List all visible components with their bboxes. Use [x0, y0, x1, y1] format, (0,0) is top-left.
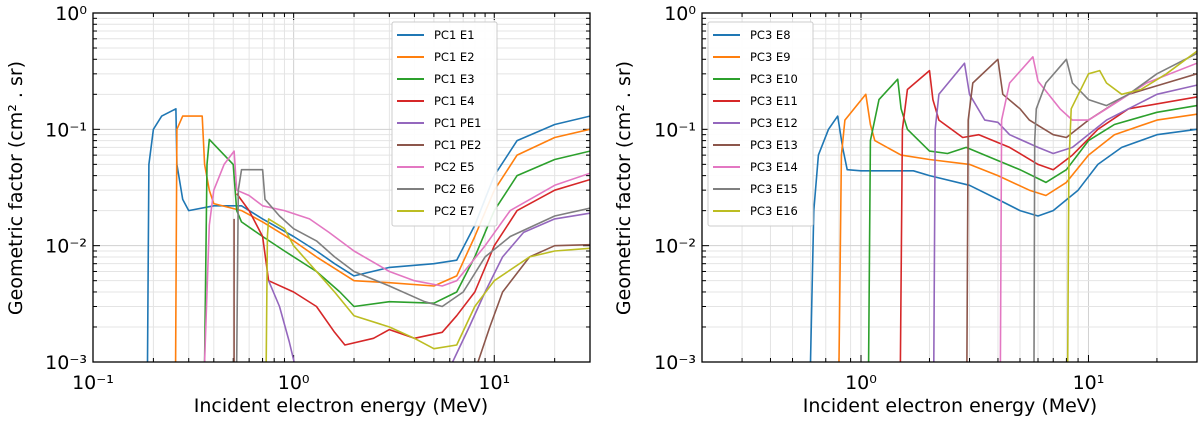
- left-y-axis-label: Geometric factor (cm² . sr): [5, 61, 27, 315]
- right-legend-label: PC3 E14: [750, 160, 798, 174]
- left-legend-label: PC2 E6: [434, 182, 475, 196]
- right-series-pc3-e16: [1066, 50, 1197, 362]
- left-x-tick-label: 10¹: [478, 372, 510, 394]
- right-series-group: [809, 50, 1197, 362]
- right-series-pc3-e9: [838, 93, 1197, 362]
- right-legend-label: PC3 E8: [750, 28, 791, 42]
- right-legend-label: PC3 E9: [750, 50, 791, 64]
- right-legend-box: [707, 21, 814, 227]
- right-y-tick-label: 10⁻²: [654, 236, 696, 258]
- right-x-axis-label: Incident electron energy (MeV): [803, 395, 1097, 417]
- right-legend: PC3 E8 PC3 E9 PC3 E10 PC3 E11 PC3 E12 PC3 E13…: [707, 21, 814, 227]
- left-series-pc1-pe2: [233, 218, 590, 362]
- left-legend-label: PC1 PE1: [434, 116, 481, 130]
- left-legend-label: PC1 E3: [434, 72, 475, 86]
- left-series-pc2-e6: [235, 168, 590, 362]
- left-series-pc2-e5: [203, 150, 590, 362]
- right-series-pc3-e11: [899, 69, 1197, 362]
- left-y-tick-label: 10⁻³: [45, 352, 87, 374]
- right-x-tick-label: 10¹: [1073, 372, 1105, 394]
- left-plot-frame: [92, 12, 591, 363]
- left-legend: PC1 E1 PC1 E2 PC1 E3 PC1 E4 PC1 PE1 PC1 PE2 PC…: [391, 21, 498, 227]
- right-y-tick-label: 10⁻³: [654, 352, 696, 374]
- right-plot-frame: [701, 12, 1198, 363]
- left-legend-label: PC1 E1: [434, 28, 475, 42]
- right-x-tick-label: 10⁰: [845, 372, 877, 394]
- left-x-tick-label: 10⁰: [278, 372, 310, 394]
- right-series-pc3-e10: [867, 78, 1197, 362]
- right-legend-label: PC3 E12: [750, 116, 798, 130]
- left-legend-box: [391, 21, 498, 227]
- right-series-pc3-e12: [933, 62, 1197, 362]
- left-series-pc1-pe1: [267, 212, 590, 362]
- left-legend-label: PC1 E4: [434, 94, 475, 108]
- right-series-pc3-e14: [999, 56, 1197, 362]
- right-legend-label: PC3 E10: [750, 72, 798, 86]
- left-chart-panel: Geometric factor (cm² . sr) Incident ele…: [5, 3, 591, 417]
- left-y-tick-label: 10⁰: [55, 3, 87, 25]
- left-legend-label: PC2 E5: [434, 160, 475, 174]
- left-legend-label: PC2 E7: [434, 204, 475, 218]
- right-series-pc3-e15: [1033, 52, 1197, 362]
- right-legend-label: PC3 E11: [750, 94, 798, 108]
- left-series-pc2-e7: [265, 218, 590, 362]
- right-y-axis-label: Geometric factor (cm² . sr): [613, 61, 635, 315]
- right-legend-label: PC3 E13: [750, 138, 798, 152]
- right-y-tick-label: 10⁻¹: [654, 119, 696, 141]
- left-legend-label: PC1 PE2: [434, 138, 481, 152]
- left-y-tick-label: 10⁻¹: [45, 119, 87, 141]
- right-y-tick-label: 10⁰: [664, 3, 696, 25]
- left-legend-label: PC1 E2: [434, 50, 475, 64]
- right-series-pc3-e8: [809, 115, 1197, 362]
- left-x-tick-label: 10⁻¹: [72, 372, 114, 394]
- left-y-tick-label: 10⁻²: [45, 236, 87, 258]
- left-grid: [92, 12, 591, 363]
- right-legend-label: PC3 E15: [750, 182, 798, 196]
- right-chart-panel: Geometric factor (cm² . sr) Incident ele…: [613, 3, 1198, 417]
- left-x-axis-label: Incident electron energy (MeV): [194, 395, 488, 417]
- right-legend-label: PC3 E16: [750, 204, 798, 218]
